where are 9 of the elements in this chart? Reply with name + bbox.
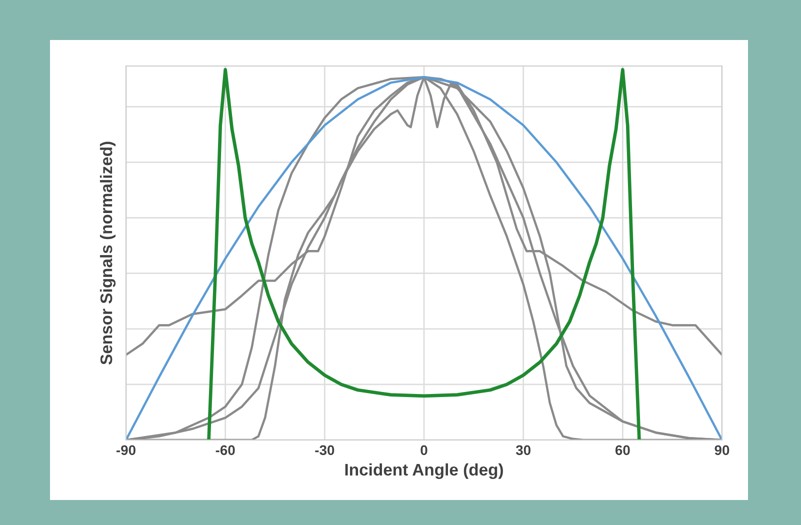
- x-tick-label: 30: [516, 445, 530, 456]
- x-tick-label: 0: [420, 445, 428, 456]
- x-tick-label: 60: [615, 445, 630, 456]
- x-axis-title: Incident Angle (deg): [345, 463, 503, 479]
- x-tick-label: -60: [216, 445, 235, 456]
- x-tick-label: -90: [116, 445, 136, 456]
- x-tick-label: 90: [714, 445, 730, 456]
- x-tick-label: -30: [315, 445, 334, 456]
- y-axis-title: Sensor Signals (normalized): [100, 142, 116, 365]
